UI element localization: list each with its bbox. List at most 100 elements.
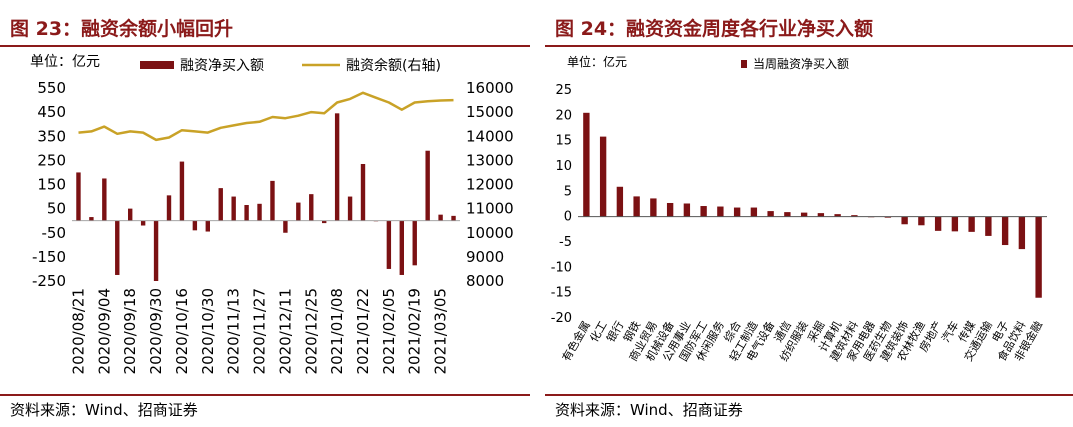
x-tick-label: 2021/03/05 xyxy=(432,288,450,374)
bar xyxy=(633,196,640,217)
bar xyxy=(1001,216,1009,246)
bar xyxy=(733,207,741,217)
x-tick-label: 2020/09/18 xyxy=(121,288,139,374)
bar xyxy=(128,208,133,221)
x-tick-label: 2021/01/08 xyxy=(328,288,346,374)
bar xyxy=(951,216,959,232)
bar xyxy=(700,206,707,217)
x-tick-label: 2020/11/13 xyxy=(225,288,243,374)
y-left-tick-label: -250 xyxy=(32,272,66,290)
balance-line xyxy=(78,91,454,142)
legend-bar-label: 当周融资净买入额 xyxy=(753,57,849,71)
bar xyxy=(666,202,674,217)
bar xyxy=(399,220,404,275)
y-right-tick-label: 14000 xyxy=(466,127,514,145)
bar xyxy=(1018,216,1026,250)
y-tick-label: 10 xyxy=(555,159,572,174)
y-tick-label: -15 xyxy=(551,286,572,301)
y-tick-label: 0 xyxy=(564,210,572,225)
bar xyxy=(270,180,275,221)
margin-balance-chart: 单位：亿元 融资净买入额 融资余额(右轴) 550 450 350 250 150 50 -… xyxy=(30,54,514,374)
unit-label: 单位：亿元 xyxy=(567,54,627,69)
y-right-tick-label: 9000 xyxy=(466,248,504,266)
bar xyxy=(683,203,691,217)
bar xyxy=(650,198,657,217)
category-label: 银行 xyxy=(603,319,626,345)
legend-bar-swatch xyxy=(741,60,747,68)
bar xyxy=(322,220,327,224)
bar xyxy=(767,211,774,217)
y-right-tick-label: 8000 xyxy=(466,272,504,290)
x-tick-label: 2020/10/16 xyxy=(173,288,191,374)
y-tick-label: 5 xyxy=(564,184,572,199)
figure-title: 图 23：融资余额小幅回升 xyxy=(10,18,234,40)
x-tick-label: 2021/01/22 xyxy=(354,288,372,374)
bar xyxy=(918,216,925,226)
bar xyxy=(438,214,443,221)
category-label: 化工 xyxy=(587,319,610,345)
y-left-tick-label: 550 xyxy=(37,79,66,97)
bar xyxy=(283,220,288,233)
bar xyxy=(360,163,366,221)
x-tick-label: 2021/02/05 xyxy=(380,288,398,374)
bar xyxy=(1035,216,1042,298)
unit-label: 单位：亿元 xyxy=(30,54,100,70)
bar xyxy=(784,212,791,217)
plot-area: 2520151050-5-10-15-20有色金属化工银行钢铁商业贸易机械设备公… xyxy=(551,83,1047,364)
y-right-tick-label: 11000 xyxy=(466,200,514,218)
bar xyxy=(115,220,120,275)
chart-panel-industry-buying: 图 24：融资资金周度各行业净买入额 单位：亿元 当周融资净买入额 25 20 15… xyxy=(545,0,1073,427)
x-tick-label: 2021/02/19 xyxy=(406,288,424,374)
y-left-tick-label: 250 xyxy=(37,151,66,169)
title-rule xyxy=(545,45,1073,47)
x-tick-label: 2020/10/30 xyxy=(199,288,217,374)
x-tick-label: 2020/09/04 xyxy=(95,288,113,374)
bar xyxy=(296,202,301,221)
bar xyxy=(985,216,992,236)
bar xyxy=(218,188,223,221)
plot-area: 550 450 350 250 150 50 -50 -150 -250 16000 15000 14… xyxy=(32,79,514,374)
legend-bar-swatch xyxy=(140,61,174,69)
bar xyxy=(334,113,340,221)
source-note: 资料来源：Wind、招商证券 xyxy=(10,401,198,419)
bar xyxy=(179,161,185,221)
bar xyxy=(192,220,198,231)
figure-title: 图 24：融资资金周度各行业净买入额 xyxy=(555,18,874,40)
bar xyxy=(347,196,353,221)
y-left-tick-label: 450 xyxy=(37,103,66,121)
bar xyxy=(166,195,172,221)
bar xyxy=(934,216,942,231)
legend-line-label: 融资余额(右轴) xyxy=(346,57,441,74)
bar xyxy=(386,220,392,269)
industry-buying-chart: 单位：亿元 当周融资净买入额 2520151050-5-10-15-20有色金属… xyxy=(551,54,1047,364)
bar xyxy=(599,136,607,217)
y-right-tick-label: 12000 xyxy=(466,176,514,194)
bar xyxy=(244,205,249,221)
bar xyxy=(583,112,590,217)
bar xyxy=(717,206,724,217)
y-tick-label: -5 xyxy=(559,235,572,250)
bar xyxy=(89,217,94,221)
footer-rule xyxy=(0,394,530,396)
bar xyxy=(102,178,107,221)
y-tick-label: 15 xyxy=(555,134,572,149)
y-right-tick-label: 16000 xyxy=(466,79,514,97)
bar xyxy=(309,194,314,221)
y-tick-label: -10 xyxy=(551,260,572,275)
x-tick-label: 2020/09/30 xyxy=(147,288,165,374)
x-tick-label: 2020/12/25 xyxy=(302,288,320,374)
category-label: 汽车 xyxy=(938,319,961,345)
source-note: 资料来源：Wind、招商证券 xyxy=(555,401,743,419)
bar xyxy=(76,172,81,221)
y-left-tick-label: 150 xyxy=(37,176,66,194)
x-tick-label: 2020/11/27 xyxy=(251,288,269,374)
bar xyxy=(834,214,841,217)
bar xyxy=(901,216,908,225)
bar xyxy=(257,203,262,221)
bar xyxy=(968,216,975,232)
bar xyxy=(231,196,236,221)
y-left-tick-label: -150 xyxy=(32,248,66,266)
x-tick-label: 2020/12/11 xyxy=(276,288,294,374)
footer-rule xyxy=(545,394,1073,396)
bar xyxy=(750,207,758,217)
